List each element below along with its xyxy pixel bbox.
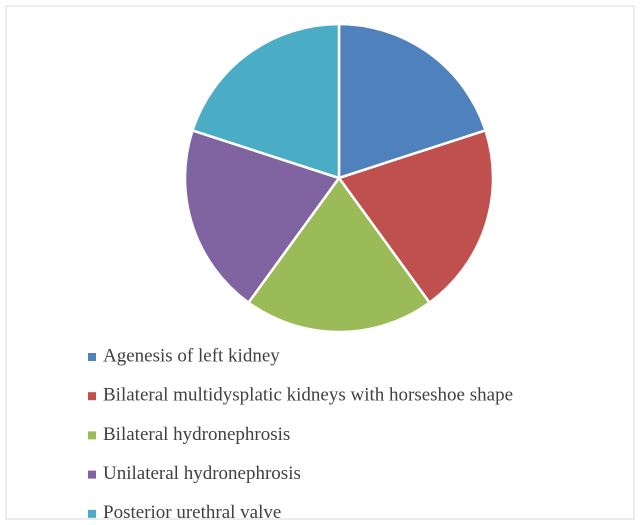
legend-label: Bilateral hydronephrosis — [103, 424, 290, 445]
legend-label: Posterior urethral valve — [103, 502, 281, 523]
pie-slice — [246, 175, 432, 334]
pie-slice — [183, 128, 342, 305]
pie-slice — [190, 22, 341, 180]
legend-marker — [88, 353, 96, 361]
legend-label: Agenesis of left kidney — [103, 345, 280, 366]
legend-marker — [88, 392, 96, 401]
pie-slice — [336, 128, 495, 305]
legend-label: Bilateral multidysplatic kidneys with ho… — [103, 385, 513, 406]
legend-marker — [88, 509, 96, 518]
legend-marker — [88, 470, 96, 479]
legend-label: Unilateral hydronephrosis — [103, 463, 301, 484]
pie-slice — [337, 22, 488, 180]
legend-marker — [88, 431, 96, 440]
